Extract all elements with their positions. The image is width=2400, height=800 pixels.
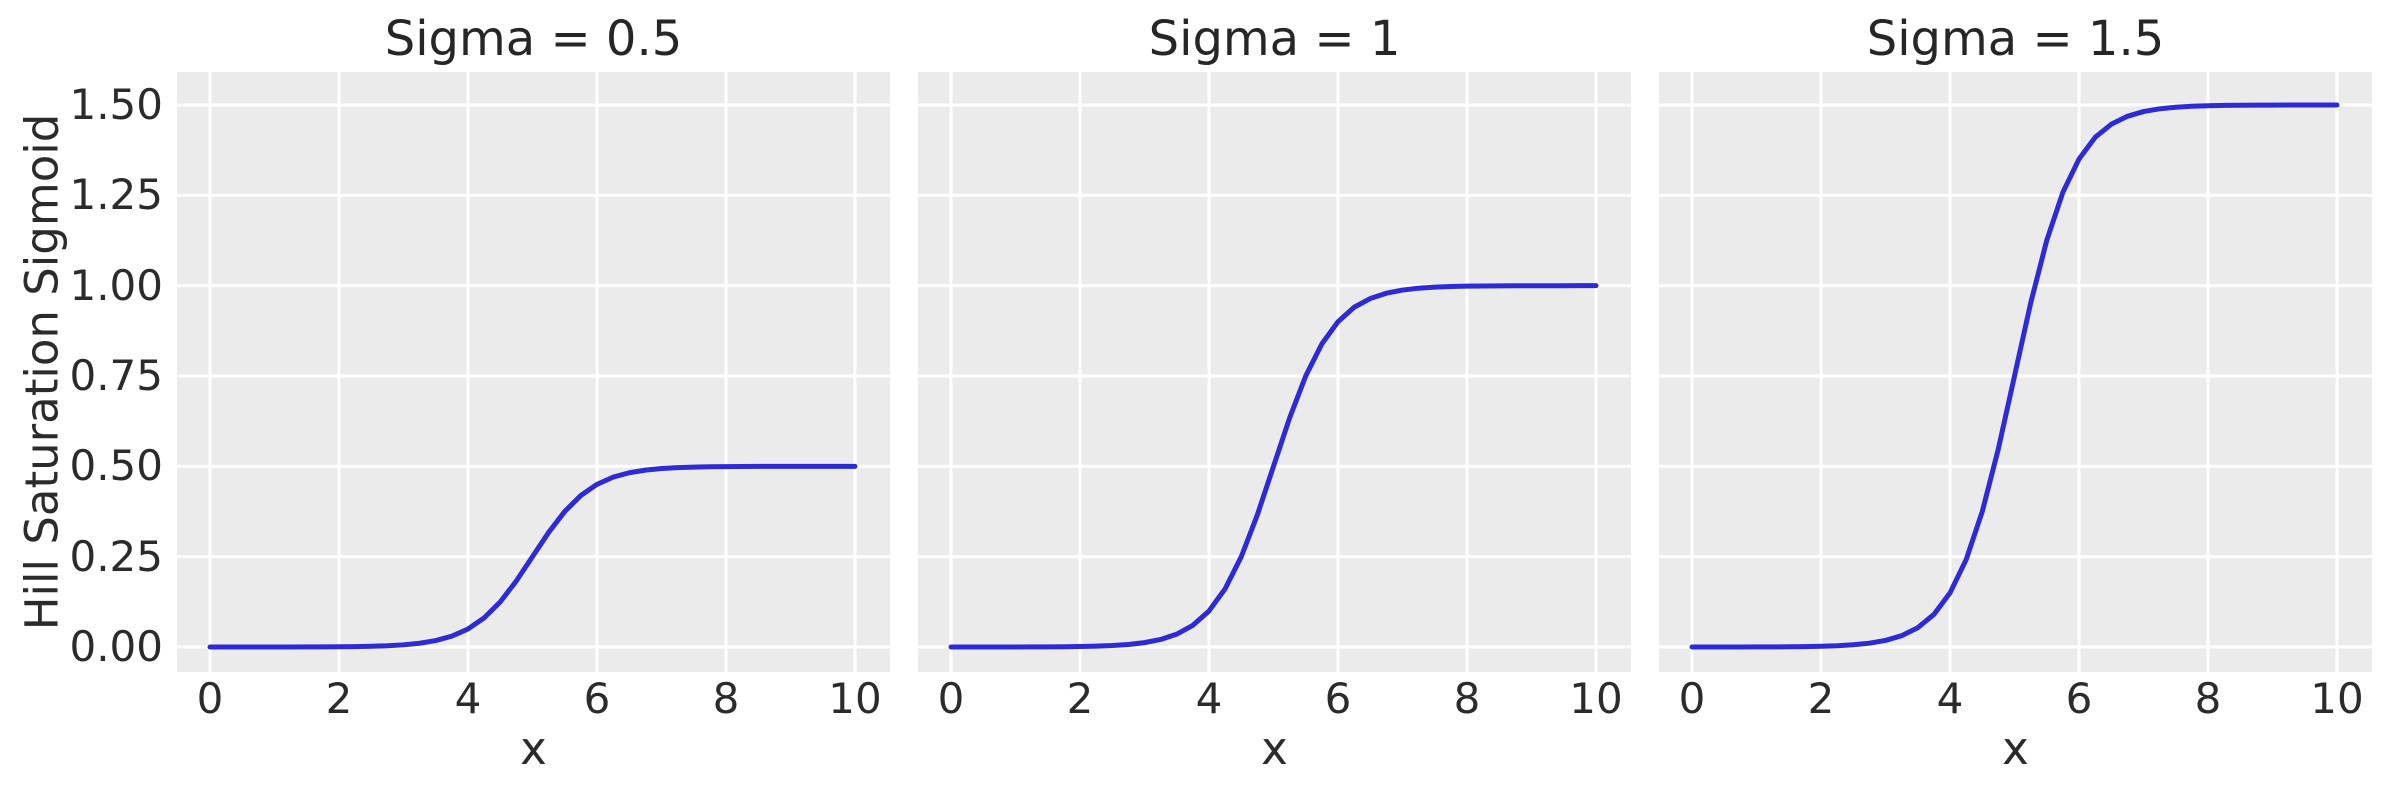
panel-1-x-axis-label: x bbox=[520, 722, 547, 775]
x-tick-label: 8 bbox=[712, 674, 740, 723]
x-tick-label: 10 bbox=[828, 674, 882, 723]
plot-background bbox=[918, 72, 1631, 672]
y-tick-label: 0.75 bbox=[69, 351, 163, 400]
panel-3-x-tick-labels: 0 2 4 6 8 10 bbox=[1659, 672, 2372, 728]
x-tick-label: 0 bbox=[1678, 674, 1706, 723]
panel-2-title: Sigma = 1 bbox=[1148, 11, 1401, 67]
panel-2-chart-svg bbox=[918, 72, 1631, 672]
x-tick-label: 2 bbox=[325, 674, 353, 723]
panel-2-plot-area bbox=[918, 72, 1631, 672]
x-tick-label: 8 bbox=[1453, 674, 1481, 723]
panel-1-chart-svg bbox=[177, 72, 890, 672]
sigmoid-curve-sigma-1 bbox=[948, 283, 1599, 650]
x-tick-label: 6 bbox=[1324, 674, 1352, 723]
x-tick-label: 8 bbox=[2194, 674, 2222, 723]
x-tick-label: 6 bbox=[2065, 674, 2093, 723]
x-tick-label: 0 bbox=[937, 674, 965, 723]
sigmoid-curve-sigma-0.5 bbox=[207, 463, 858, 650]
y-tick-label: 1.50 bbox=[69, 80, 163, 129]
panel-3-title: Sigma = 1.5 bbox=[1866, 11, 2165, 67]
panel-3-chart-svg bbox=[1659, 72, 2372, 672]
sigmoid-curve-sigma-1.5 bbox=[1689, 102, 2340, 650]
x-tick-label: 2 bbox=[1066, 674, 1094, 723]
panel-1-x-tick-labels: 0 2 4 6 8 10 bbox=[177, 672, 890, 728]
panel-2-x-axis-label: x bbox=[1261, 722, 1288, 775]
x-tick-label: 4 bbox=[1936, 674, 1964, 723]
y-tick-label: 1.25 bbox=[69, 170, 163, 220]
panel-1-plot-area bbox=[177, 72, 890, 672]
x-tick-label: 0 bbox=[196, 674, 224, 723]
y-tick-label: 0.00 bbox=[69, 622, 163, 671]
plot-background bbox=[177, 72, 890, 672]
x-tick-label: 4 bbox=[454, 674, 482, 723]
x-tick-label: 4 bbox=[1195, 674, 1223, 723]
x-tick-label: 10 bbox=[2310, 674, 2364, 723]
x-tick-label: 6 bbox=[583, 674, 611, 723]
y-tick-label: 0.25 bbox=[69, 531, 163, 581]
y-tick-label: 0.50 bbox=[69, 441, 163, 491]
y-tick-label: 1.00 bbox=[69, 260, 163, 310]
panel-2-x-tick-labels: 0 2 4 6 8 10 bbox=[918, 672, 1631, 728]
panel-1-title: Sigma = 0.5 bbox=[384, 11, 683, 67]
x-tick-label: 2 bbox=[1807, 674, 1835, 723]
x-tick-label: 10 bbox=[1569, 674, 1623, 723]
y-tick-labels: 0.00 0.25 0.50 0.75 1.00 1.25 1.50 bbox=[0, 72, 163, 672]
panel-3-x-axis-label: x bbox=[2002, 722, 2029, 775]
panel-3-plot-area bbox=[1659, 72, 2372, 672]
